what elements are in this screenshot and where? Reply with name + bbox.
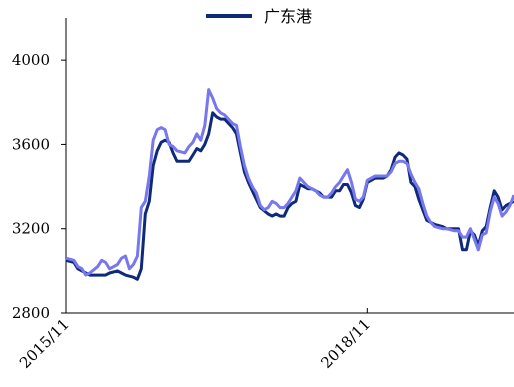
y-tick-label: 3600	[12, 135, 50, 153]
series-line-1	[65, 88, 514, 277]
x-tick-label: 2018/11	[317, 315, 374, 372]
legend: 广东港	[206, 7, 312, 26]
y-tick-label: 2800	[12, 304, 50, 322]
y-tick-label: 4000	[12, 51, 50, 69]
x-ticks: 2015/11 2018/11	[16, 308, 374, 372]
y-ticks: 2800 3200 3600 4000	[12, 51, 66, 322]
legend-label-0: 广东港	[264, 7, 312, 26]
y-tick-label: 3200	[12, 220, 50, 238]
axes	[65, 18, 514, 314]
x-tick-label: 2015/11	[16, 315, 73, 372]
series-layer	[65, 88, 514, 281]
series-line-0	[65, 111, 514, 281]
